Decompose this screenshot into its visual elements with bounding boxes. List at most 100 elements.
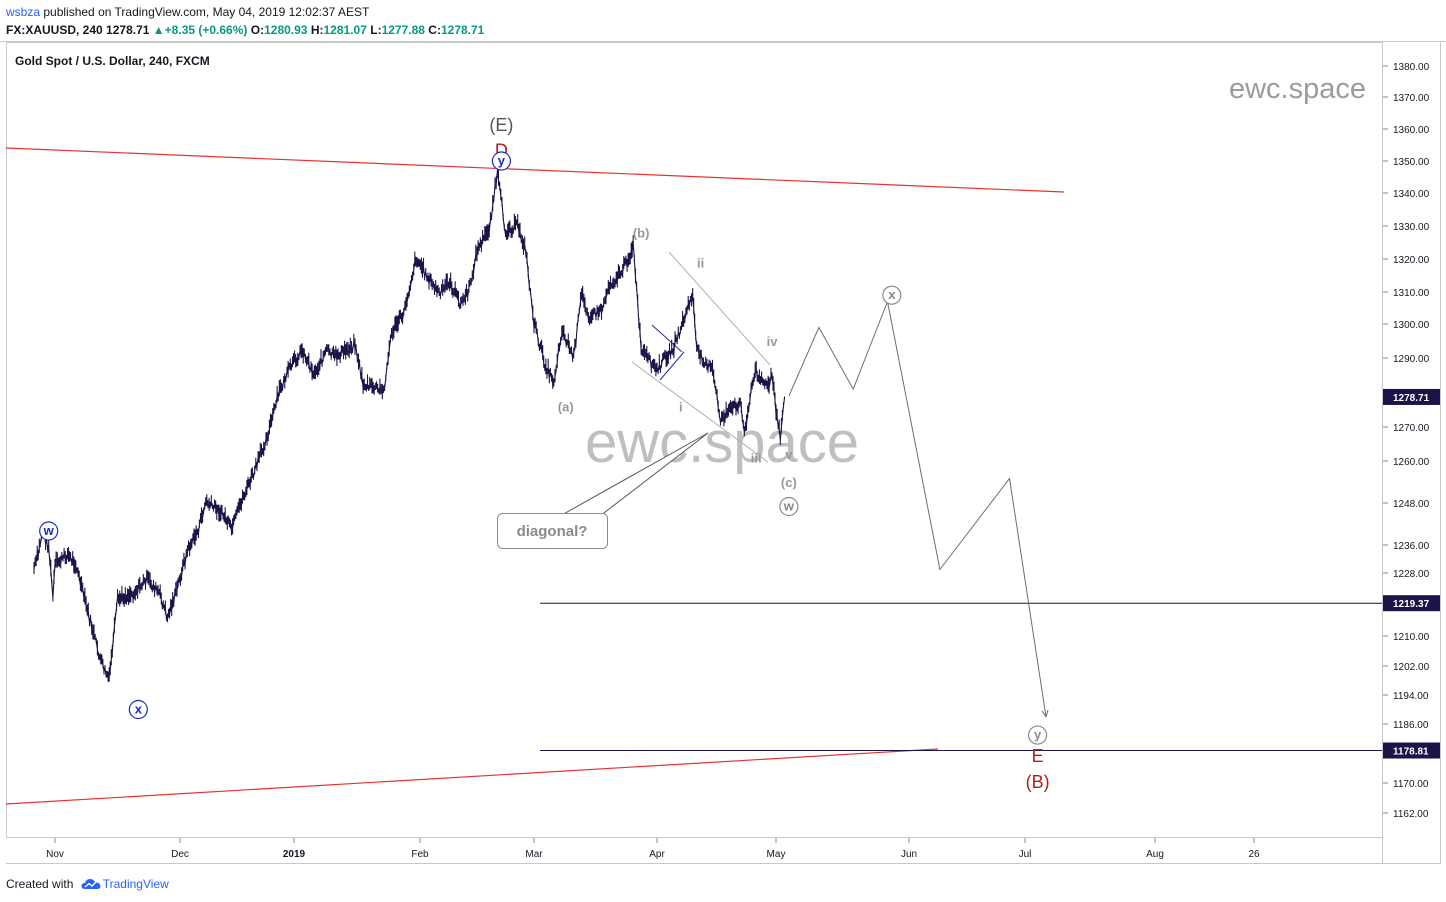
channel-lower-line <box>5 748 939 805</box>
price-point <box>517 225 519 227</box>
diagonal-callout[interactable]: diagonal? <box>497 432 709 549</box>
price-point <box>751 385 753 387</box>
time-axis[interactable]: Nov Dec 2019 Feb Mar Apr May Jun Jul Aug 26 <box>46 838 1260 860</box>
price-point <box>771 374 773 376</box>
wave-label: i <box>679 399 683 414</box>
price-point <box>496 173 498 175</box>
price-point <box>197 530 199 532</box>
symbol-legend: FX:XAUUSD, 240 1278.71 ▲+8.35 (+0.66%) O… <box>6 23 484 37</box>
price-point <box>223 516 225 518</box>
price-point <box>488 228 490 230</box>
price-tick-label: 1380.00 <box>1393 62 1430 73</box>
wave-label-circle <box>1027 725 1048 745</box>
price-point <box>301 350 303 352</box>
high-value: 1281.07 <box>323 23 367 37</box>
price-point <box>468 291 470 293</box>
wave-label: (c) <box>781 475 797 490</box>
price-tag-label: 1178.81 <box>1393 747 1429 758</box>
price-point <box>54 565 56 567</box>
price-point <box>696 350 698 352</box>
tradingview-cloud-icon <box>81 879 101 889</box>
price-tags: 1278.71 1219.37 1178.81 <box>1383 388 1440 759</box>
created-with-text: Created with <box>6 877 74 891</box>
price-point <box>656 371 658 373</box>
price-point <box>684 317 686 319</box>
price-tick-label: 1340.00 <box>1393 189 1430 200</box>
price-tick-label: 1330.00 <box>1393 222 1430 233</box>
price-point <box>415 258 417 260</box>
close-label: C: <box>428 23 441 37</box>
price-point <box>362 385 364 387</box>
price-point <box>628 258 630 260</box>
price-tick-label: 1350.00 <box>1393 157 1430 168</box>
price-tick-label: 1228.00 <box>1393 569 1430 580</box>
time-tick-label: 2019 <box>283 849 306 860</box>
price-point <box>334 357 336 359</box>
wave-label-circle <box>128 699 148 720</box>
time-tick-label: Feb <box>411 849 429 860</box>
projection-arrowhead <box>1041 709 1049 718</box>
wave-label: x <box>135 702 143 717</box>
wave-label: y <box>1034 727 1042 742</box>
low-label: L: <box>370 23 382 37</box>
open-value: 1280.93 <box>264 23 308 37</box>
price-point <box>632 245 634 247</box>
price-tick-label: 1370.00 <box>1393 93 1430 104</box>
price-tick-label: 1186.00 <box>1393 720 1429 731</box>
price-point <box>325 350 328 352</box>
time-tick-label: Apr <box>649 849 665 860</box>
price-change: +8.35 (+0.66%) <box>164 23 248 37</box>
time-tick-label: Dec <box>171 849 189 860</box>
price-tick-label: 1202.00 <box>1393 662 1430 673</box>
price-point <box>289 367 291 369</box>
symbol-interval[interactable]: FX:XAUUSD, 240 <box>6 23 103 37</box>
price-tick-label: 1260.00 <box>1393 457 1430 468</box>
price-tick-label: 1290.00 <box>1393 354 1430 365</box>
price-point <box>672 350 674 352</box>
price-tick-label: 1270.00 <box>1393 423 1430 434</box>
price-point <box>640 350 642 352</box>
price-point <box>553 381 555 383</box>
price-point <box>692 294 694 296</box>
wave-label: y <box>498 153 506 168</box>
projection-path <box>788 299 1049 718</box>
tradingview-brand-link[interactable]: TradingView <box>102 877 169 891</box>
price-point <box>100 661 102 663</box>
publisher-name[interactable]: wsbza <box>6 5 41 19</box>
price-point <box>533 323 535 325</box>
price-point <box>48 547 50 550</box>
price-point <box>278 391 280 394</box>
time-tick-label: Nov <box>46 849 64 860</box>
price-point <box>504 232 507 234</box>
price-point <box>133 593 135 595</box>
price-axis[interactable]: 1380.00 1370.00 1360.00 1350.00 1340.00 1330.… <box>1383 62 1430 820</box>
price-point <box>216 509 218 511</box>
price-point <box>460 304 462 306</box>
price-series <box>33 160 786 683</box>
time-tick-label: Mar <box>525 849 543 860</box>
time-tick-label: Jul <box>1019 849 1032 860</box>
footer: Created with TradingView <box>6 877 169 891</box>
callout-text: diagonal? <box>517 523 588 540</box>
price-point <box>175 593 177 595</box>
high-label: H: <box>310 23 324 37</box>
price-point <box>767 388 769 390</box>
price-point <box>719 419 722 421</box>
wave-label: iv <box>767 334 779 349</box>
price-point <box>616 278 618 280</box>
price-tick-label: 1194.00 <box>1393 691 1429 702</box>
price-point <box>600 310 603 312</box>
price-point <box>116 600 119 602</box>
price-tick-label: 1310.00 <box>1393 288 1430 299</box>
wave-label: ii <box>697 255 704 270</box>
plot-frame <box>6 42 1383 838</box>
price-tick-label: 1210.00 <box>1393 632 1430 643</box>
price-point <box>108 679 110 682</box>
price-point <box>581 294 583 296</box>
price-point <box>158 593 160 595</box>
wave-label: iii <box>751 451 762 466</box>
price-point <box>313 374 315 376</box>
close-value: 1278.71 <box>440 23 485 37</box>
